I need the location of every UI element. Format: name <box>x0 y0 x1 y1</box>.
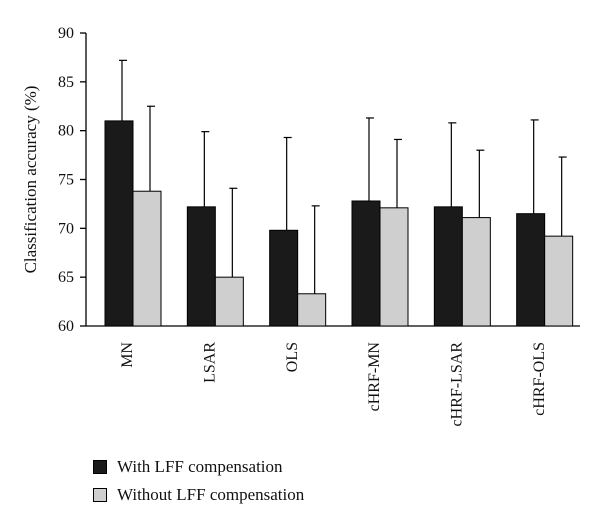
bar-with-lff <box>186 206 216 327</box>
x-category-label: cHRF-OLS <box>531 342 548 416</box>
legend-label-without: Without LFF compensation <box>117 485 305 504</box>
legend-item-without: Without LFF compensation <box>93 483 304 507</box>
y-tick-label: 70 <box>58 220 74 237</box>
y-axis-title: Classification accuracy (%) <box>21 86 40 274</box>
y-tick-label: 60 <box>58 318 74 335</box>
x-category-label: cHRF-LSAR <box>449 342 466 427</box>
bar-chart: 60 65 70 75 80 85 90 MN LSAR OLS cHRF-MN cHRF-LSAR… <box>21 25 580 427</box>
bar-with-lff <box>516 213 546 327</box>
y-tick-label: 85 <box>58 74 74 91</box>
bar-without-lff <box>379 207 409 327</box>
bar-with-lff <box>269 229 299 327</box>
bar-without-lff <box>297 293 327 327</box>
legend-label-with: With LFF compensation <box>117 457 283 476</box>
y-axis: 60 65 70 75 80 85 90 <box>58 25 87 335</box>
x-category-label: MN <box>119 342 136 368</box>
legend: With LFF compensation Without LFF compen… <box>93 455 304 511</box>
y-tick-label: 90 <box>58 25 74 42</box>
legend-item-with: With LFF compensation <box>93 455 304 479</box>
bar-with-lff <box>351 200 381 327</box>
bar-with-lff <box>433 206 463 327</box>
bar-without-lff <box>461 217 491 327</box>
error-bars <box>119 59 567 294</box>
legend-swatch-without <box>93 488 107 502</box>
bar-without-lff <box>544 235 574 327</box>
y-tick-label: 80 <box>58 123 74 140</box>
bar-with-lff <box>104 120 134 327</box>
x-axis: MN LSAR OLS cHRF-MN cHRF-LSAR cHRF-OLS <box>86 325 580 427</box>
bars <box>104 120 574 327</box>
y-tick-label: 75 <box>58 172 74 189</box>
x-category-label: cHRF-MN <box>366 342 383 412</box>
x-category-label: LSAR <box>202 342 219 383</box>
bar-without-lff <box>132 190 162 327</box>
legend-swatch-with <box>93 460 107 474</box>
bar-without-lff <box>214 276 244 327</box>
y-tick-label: 65 <box>58 269 74 286</box>
x-category-label: OLS <box>284 342 301 372</box>
